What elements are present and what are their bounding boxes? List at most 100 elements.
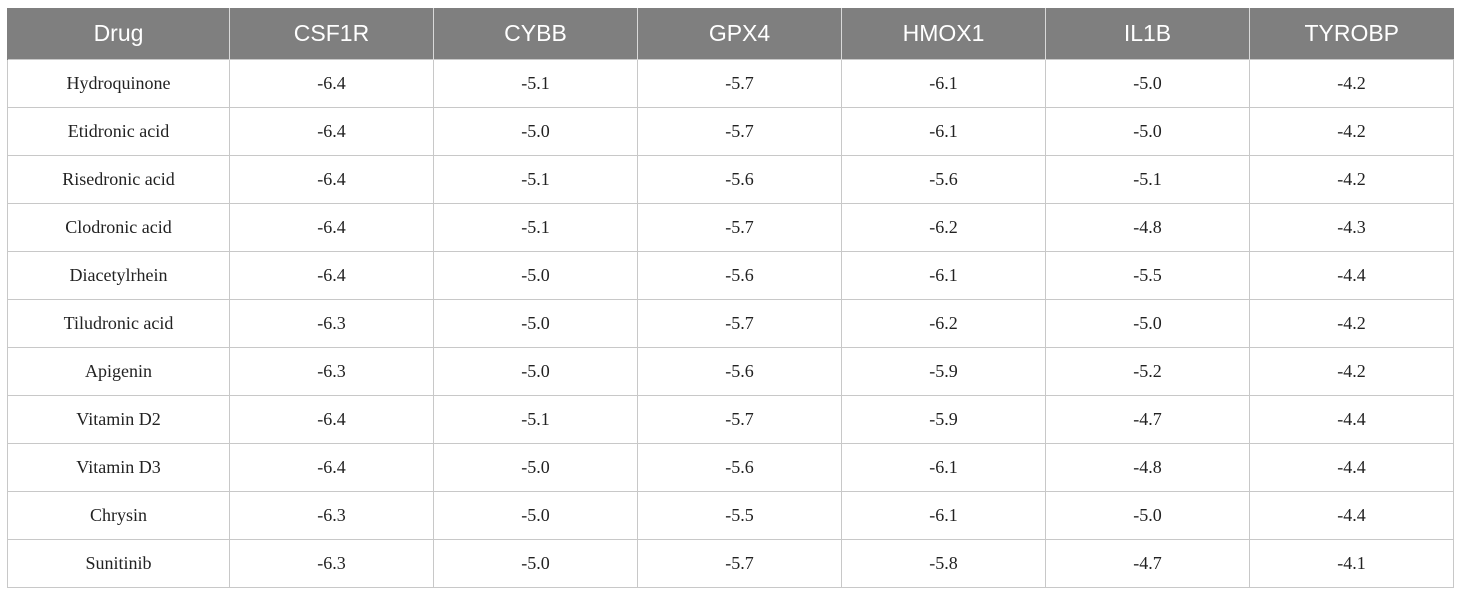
csf1r-cell: -6.3 — [229, 299, 434, 348]
table-header: Drug CSF1R CYBB GPX4 HMOX1 IL1B TYROBP — [7, 8, 1454, 60]
drug-cell: Diacetylrhein — [7, 251, 230, 300]
header-drug: Drug — [7, 8, 230, 60]
table-body: Hydroquinone -6.4 -5.1 -5.7 -6.1 -5.0 -4.2 Etid… — [7, 59, 1454, 588]
il1b-cell: -4.7 — [1045, 395, 1250, 444]
hmox1-cell: -6.1 — [841, 59, 1046, 108]
header-hmox1: HMOX1 — [841, 8, 1046, 60]
tyrobp-cell: -4.1 — [1249, 539, 1454, 588]
il1b-cell: -5.2 — [1045, 347, 1250, 396]
gpx4-cell: -5.6 — [637, 155, 842, 204]
header-il1b: IL1B — [1045, 8, 1250, 60]
cybb-cell: -5.0 — [433, 107, 638, 156]
table-row: Sunitinib -6.3 -5.0 -5.7 -5.8 -4.7 -4.1 — [7, 539, 1454, 588]
gpx4-cell: -5.7 — [637, 299, 842, 348]
drug-cell: Sunitinib — [7, 539, 230, 588]
hmox1-cell: -6.1 — [841, 491, 1046, 540]
csf1r-cell: -6.3 — [229, 347, 434, 396]
hmox1-cell: -5.8 — [841, 539, 1046, 588]
il1b-cell: -5.0 — [1045, 491, 1250, 540]
il1b-cell: -5.0 — [1045, 107, 1250, 156]
header-row: Drug CSF1R CYBB GPX4 HMOX1 IL1B TYROBP — [7, 8, 1454, 60]
il1b-cell: -5.0 — [1045, 299, 1250, 348]
hmox1-cell: -5.9 — [841, 347, 1046, 396]
drug-cell: Vitamin D3 — [7, 443, 230, 492]
table-row: Tiludronic acid -6.3 -5.0 -5.7 -6.2 -5.0 -4.2 — [7, 299, 1454, 348]
docking-score-table: Drug CSF1R CYBB GPX4 HMOX1 IL1B TYROBP H… — [7, 8, 1454, 588]
il1b-cell: -5.0 — [1045, 59, 1250, 108]
gpx4-cell: -5.6 — [637, 347, 842, 396]
cybb-cell: -5.0 — [433, 491, 638, 540]
header-cybb: CYBB — [433, 8, 638, 60]
tyrobp-cell: -4.2 — [1249, 347, 1454, 396]
cybb-cell: -5.0 — [433, 539, 638, 588]
hmox1-cell: -6.1 — [841, 107, 1046, 156]
tyrobp-cell: -4.3 — [1249, 203, 1454, 252]
csf1r-cell: -6.4 — [229, 155, 434, 204]
tyrobp-cell: -4.2 — [1249, 59, 1454, 108]
cybb-cell: -5.1 — [433, 59, 638, 108]
table-row: Vitamin D2 -6.4 -5.1 -5.7 -5.9 -4.7 -4.4 — [7, 395, 1454, 444]
drug-cell: Hydroquinone — [7, 59, 230, 108]
tyrobp-cell: -4.4 — [1249, 443, 1454, 492]
tyrobp-cell: -4.2 — [1249, 107, 1454, 156]
cybb-cell: -5.1 — [433, 395, 638, 444]
csf1r-cell: -6.4 — [229, 59, 434, 108]
il1b-cell: -4.8 — [1045, 443, 1250, 492]
table-row: Clodronic acid -6.4 -5.1 -5.7 -6.2 -4.8 -4.3 — [7, 203, 1454, 252]
cybb-cell: -5.1 — [433, 203, 638, 252]
gpx4-cell: -5.7 — [637, 59, 842, 108]
drug-cell: Vitamin D2 — [7, 395, 230, 444]
docking-table-container: Drug CSF1R CYBB GPX4 HMOX1 IL1B TYROBP H… — [7, 8, 1454, 588]
gpx4-cell: -5.5 — [637, 491, 842, 540]
tyrobp-cell: -4.2 — [1249, 155, 1454, 204]
table-row: Diacetylrhein -6.4 -5.0 -5.6 -6.1 -5.5 -4.4 — [7, 251, 1454, 300]
hmox1-cell: -6.1 — [841, 443, 1046, 492]
drug-cell: Tiludronic acid — [7, 299, 230, 348]
hmox1-cell: -5.6 — [841, 155, 1046, 204]
hmox1-cell: -6.2 — [841, 299, 1046, 348]
csf1r-cell: -6.4 — [229, 395, 434, 444]
csf1r-cell: -6.4 — [229, 107, 434, 156]
gpx4-cell: -5.6 — [637, 251, 842, 300]
gpx4-cell: -5.7 — [637, 107, 842, 156]
table-row: Risedronic acid -6.4 -5.1 -5.6 -5.6 -5.1 -4.2 — [7, 155, 1454, 204]
tyrobp-cell: -4.4 — [1249, 491, 1454, 540]
tyrobp-cell: -4.2 — [1249, 299, 1454, 348]
tyrobp-cell: -4.4 — [1249, 395, 1454, 444]
gpx4-cell: -5.6 — [637, 443, 842, 492]
csf1r-cell: -6.4 — [229, 251, 434, 300]
drug-cell: Apigenin — [7, 347, 230, 396]
header-tyrobp: TYROBP — [1249, 8, 1454, 60]
cybb-cell: -5.0 — [433, 443, 638, 492]
csf1r-cell: -6.3 — [229, 491, 434, 540]
header-csf1r: CSF1R — [229, 8, 434, 60]
hmox1-cell: -6.1 — [841, 251, 1046, 300]
table-row: Vitamin D3 -6.4 -5.0 -5.6 -6.1 -4.8 -4.4 — [7, 443, 1454, 492]
drug-cell: Etidronic acid — [7, 107, 230, 156]
csf1r-cell: -6.3 — [229, 539, 434, 588]
il1b-cell: -5.1 — [1045, 155, 1250, 204]
gpx4-cell: -5.7 — [637, 203, 842, 252]
table-row: Chrysin -6.3 -5.0 -5.5 -6.1 -5.0 -4.4 — [7, 491, 1454, 540]
table-row: Apigenin -6.3 -5.0 -5.6 -5.9 -5.2 -4.2 — [7, 347, 1454, 396]
table-row: Hydroquinone -6.4 -5.1 -5.7 -6.1 -5.0 -4.2 — [7, 59, 1454, 108]
hmox1-cell: -6.2 — [841, 203, 1046, 252]
cybb-cell: -5.1 — [433, 155, 638, 204]
csf1r-cell: -6.4 — [229, 203, 434, 252]
tyrobp-cell: -4.4 — [1249, 251, 1454, 300]
cybb-cell: -5.0 — [433, 251, 638, 300]
drug-cell: Risedronic acid — [7, 155, 230, 204]
table-row: Etidronic acid -6.4 -5.0 -5.7 -6.1 -5.0 -4.2 — [7, 107, 1454, 156]
gpx4-cell: -5.7 — [637, 395, 842, 444]
csf1r-cell: -6.4 — [229, 443, 434, 492]
header-gpx4: GPX4 — [637, 8, 842, 60]
cybb-cell: -5.0 — [433, 347, 638, 396]
gpx4-cell: -5.7 — [637, 539, 842, 588]
il1b-cell: -4.8 — [1045, 203, 1250, 252]
drug-cell: Chrysin — [7, 491, 230, 540]
hmox1-cell: -5.9 — [841, 395, 1046, 444]
il1b-cell: -5.5 — [1045, 251, 1250, 300]
il1b-cell: -4.7 — [1045, 539, 1250, 588]
drug-cell: Clodronic acid — [7, 203, 230, 252]
cybb-cell: -5.0 — [433, 299, 638, 348]
